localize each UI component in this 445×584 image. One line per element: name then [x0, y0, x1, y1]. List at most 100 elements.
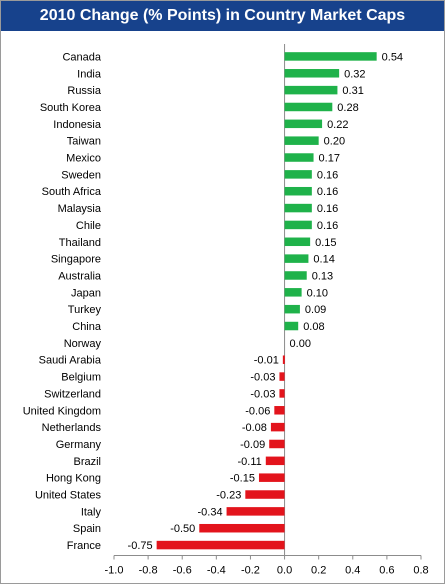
category-label: Mexico — [66, 153, 101, 165]
bar — [269, 439, 285, 449]
bar — [284, 186, 312, 196]
data-label: 0.20 — [324, 136, 345, 148]
data-label: -0.03 — [250, 388, 275, 400]
bar — [265, 456, 285, 466]
data-label: 0.17 — [319, 153, 340, 165]
bar — [245, 490, 285, 499]
category-label: Taiwan — [67, 136, 101, 148]
bar — [284, 321, 299, 331]
bar — [284, 136, 319, 145]
x-tick-label: 0.8 — [413, 565, 428, 577]
bar — [284, 203, 312, 213]
data-label: 0.54 — [382, 51, 403, 63]
data-label: -0.15 — [230, 473, 255, 485]
category-label: Canada — [62, 51, 101, 63]
bar — [284, 304, 300, 314]
data-label: -0.11 — [238, 456, 262, 468]
category-label: Spain — [73, 523, 101, 535]
category-label: Germany — [56, 439, 102, 451]
bar — [282, 355, 285, 364]
category-label: Japan — [71, 287, 101, 299]
category-label: South Korea — [40, 102, 102, 114]
category-label: France — [67, 540, 101, 552]
x-tick-label: -0.6 — [173, 565, 192, 577]
data-label: 0.00 — [290, 338, 311, 350]
x-tick-label: 0.4 — [345, 565, 360, 577]
data-label: 0.16 — [317, 203, 338, 215]
bar — [284, 153, 314, 162]
category-label: Malaysia — [58, 203, 102, 215]
data-label: 0.31 — [342, 85, 363, 97]
x-tick-label: 0.2 — [311, 565, 326, 577]
category-label: Turkey — [68, 304, 102, 316]
bar — [284, 220, 312, 230]
data-label: 0.16 — [317, 220, 338, 232]
data-label: 0.32 — [344, 68, 365, 80]
data-label: 0.09 — [305, 304, 326, 316]
x-tick-label: -0.8 — [139, 565, 158, 577]
data-label: -0.03 — [250, 372, 275, 384]
bar — [284, 237, 311, 247]
data-label: 0.14 — [313, 254, 334, 266]
category-label: Singapore — [51, 254, 101, 266]
x-tick-label: 0.0 — [277, 565, 292, 577]
category-label: Australia — [58, 270, 102, 282]
bar — [156, 540, 285, 550]
x-tick-label: -1.0 — [105, 565, 124, 577]
x-tick-label: -0.4 — [207, 565, 226, 577]
bar — [284, 69, 340, 78]
data-label: 0.15 — [315, 237, 336, 249]
category-label: Italy — [81, 506, 102, 518]
bar — [274, 406, 285, 415]
category-label: Sweden — [61, 169, 101, 181]
data-label: -0.09 — [240, 439, 265, 451]
bar — [199, 523, 285, 533]
category-label: Thailand — [59, 237, 101, 249]
category-label: Belgium — [61, 372, 101, 384]
data-label: 0.28 — [337, 102, 358, 114]
category-label: Brazil — [73, 456, 101, 468]
bar — [279, 372, 285, 381]
x-tick-label: 0.6 — [379, 565, 394, 577]
category-label: Netherlands — [42, 422, 102, 434]
category-label: United Kingdom — [23, 405, 101, 417]
x-tick-label: -0.2 — [241, 565, 260, 577]
data-label: -0.06 — [245, 405, 270, 417]
bar — [284, 271, 307, 280]
bar — [284, 288, 302, 297]
data-label: -0.01 — [254, 355, 279, 367]
bar — [284, 102, 333, 112]
data-label: -0.75 — [128, 540, 153, 552]
bar — [284, 52, 377, 61]
bar — [226, 507, 285, 516]
bar — [279, 389, 285, 398]
category-label: Indonesia — [53, 119, 102, 131]
category-label: Saudi Arabia — [39, 355, 102, 367]
data-label: -0.34 — [197, 506, 222, 518]
data-label: -0.08 — [242, 422, 267, 434]
category-label: China — [72, 321, 102, 333]
data-label: 0.22 — [327, 119, 348, 131]
category-label: Switzerland — [44, 388, 101, 400]
bar — [284, 254, 309, 263]
bar — [284, 119, 323, 129]
chart-title: 2010 Change (% Points) in Country Market… — [1, 1, 444, 31]
data-label: 0.16 — [317, 186, 338, 198]
bar — [270, 422, 285, 432]
category-label: United States — [35, 490, 102, 502]
bar — [258, 473, 285, 482]
category-label: Hong Kong — [46, 473, 101, 485]
data-label: -0.50 — [170, 523, 195, 535]
category-label: Chile — [76, 220, 101, 232]
data-label: 0.10 — [307, 287, 328, 299]
data-label: 0.08 — [303, 321, 324, 333]
data-label: -0.23 — [216, 490, 241, 502]
data-label: 0.16 — [317, 169, 338, 181]
bar — [284, 85, 338, 95]
category-label: Norway — [64, 338, 102, 350]
category-label: India — [77, 68, 102, 80]
bar — [284, 170, 312, 179]
category-label: South Africa — [42, 186, 102, 198]
